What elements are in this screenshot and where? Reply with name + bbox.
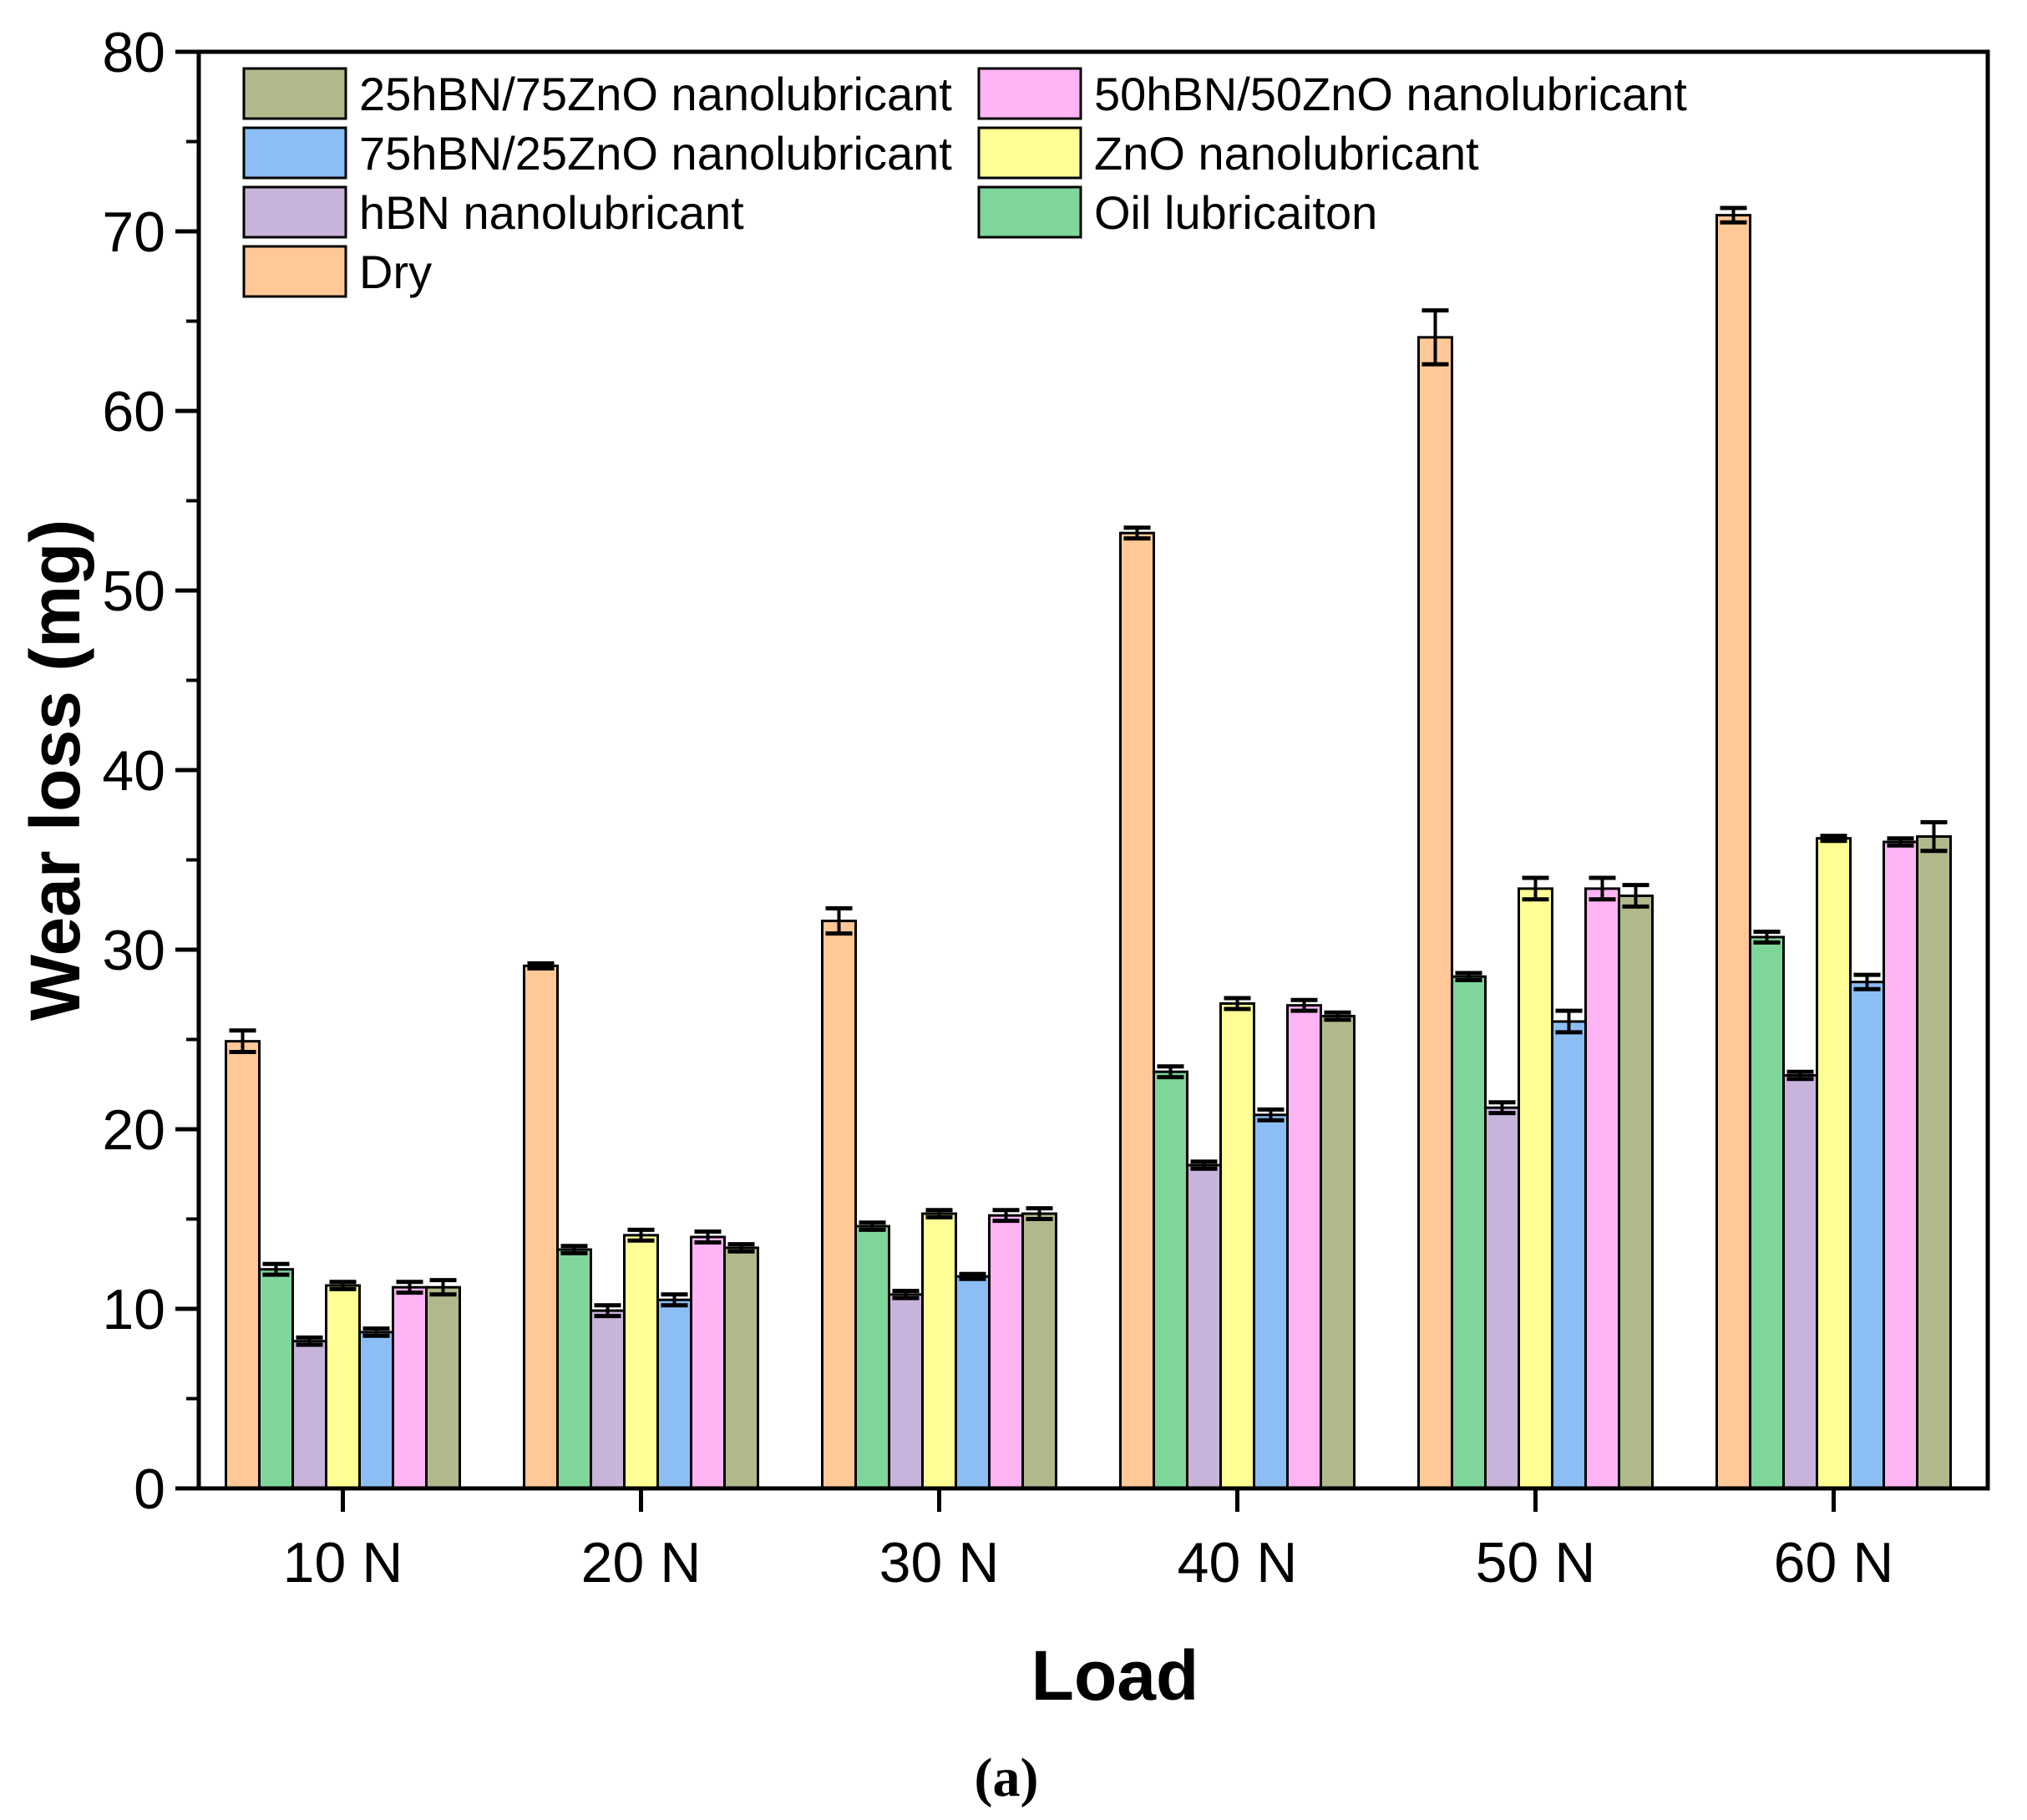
x-axis-ticks: 10 N 20 N 30 N 40 N 50 N 60 N bbox=[283, 1488, 1894, 1594]
bar bbox=[523, 964, 559, 1490]
bar bbox=[1253, 1113, 1289, 1490]
legend-swatch bbox=[977, 126, 1082, 180]
y-tick-label: 20 bbox=[102, 1098, 165, 1162]
bar bbox=[1782, 1074, 1818, 1490]
y-tick-label: 70 bbox=[102, 200, 165, 264]
bar bbox=[1021, 1212, 1057, 1490]
bar bbox=[1518, 887, 1553, 1490]
x-tick-label: 30 N bbox=[879, 1531, 1000, 1594]
bar bbox=[1119, 531, 1155, 1490]
bar bbox=[1286, 1004, 1322, 1490]
y-tick-label: 10 bbox=[102, 1278, 165, 1341]
bar bbox=[1816, 837, 1852, 1490]
bar bbox=[358, 1331, 394, 1490]
legend-swatch bbox=[977, 185, 1082, 239]
bar bbox=[690, 1235, 726, 1490]
legend-label: ZnO nanolubricant bbox=[1094, 127, 1479, 180]
bar bbox=[723, 1246, 759, 1490]
bar bbox=[955, 1275, 991, 1490]
bar bbox=[258, 1268, 294, 1490]
y-tick-label: 40 bbox=[102, 739, 165, 803]
bar bbox=[1451, 975, 1487, 1490]
x-tick-label: 40 N bbox=[1178, 1531, 1298, 1594]
x-tick-label: 50 N bbox=[1476, 1531, 1596, 1594]
legend-swatch bbox=[242, 185, 347, 239]
bar bbox=[1749, 935, 1785, 1490]
bar bbox=[821, 920, 857, 1490]
figure-caption: (a) bbox=[975, 1747, 1039, 1808]
y-tick-label: 30 bbox=[102, 919, 165, 982]
x-tick-label: 60 N bbox=[1774, 1531, 1894, 1594]
x-axis-title: Load bbox=[1031, 1636, 1199, 1715]
bar bbox=[425, 1285, 461, 1490]
bar bbox=[590, 1309, 626, 1490]
legend-swatch bbox=[242, 67, 347, 120]
bar bbox=[392, 1285, 428, 1490]
bar bbox=[1219, 1002, 1255, 1490]
legend-label: Oil lubricaiton bbox=[1094, 186, 1377, 239]
legend-swatch bbox=[242, 245, 347, 298]
plot-frame bbox=[196, 49, 1990, 1491]
bar bbox=[1849, 981, 1885, 1490]
bar bbox=[1916, 835, 1952, 1490]
bar bbox=[623, 1234, 659, 1490]
bar bbox=[1320, 1015, 1356, 1490]
x-tick-label: 20 N bbox=[581, 1531, 702, 1594]
legend-label: 25hBN/75ZnO nanolubricant bbox=[359, 68, 952, 120]
y-tick-label: 80 bbox=[102, 21, 165, 84]
bar bbox=[1584, 887, 1620, 1490]
bar bbox=[656, 1298, 692, 1490]
bar bbox=[1883, 840, 1918, 1490]
legend-swatch bbox=[242, 126, 347, 180]
legend-swatch bbox=[977, 67, 1082, 120]
bar bbox=[1484, 1106, 1520, 1490]
legend-label: hBN nanolubricant bbox=[359, 186, 744, 239]
legend: 25hBN/75ZnO nanolubricant 50hBN/50ZnO nan… bbox=[242, 67, 1687, 298]
y-axis-title: Wear loss (mg) bbox=[16, 520, 94, 1022]
bar bbox=[325, 1284, 361, 1490]
bars bbox=[225, 205, 1952, 1490]
y-axis-ticks: 0 10 20 30 40 50 60 70 80 bbox=[102, 21, 199, 1521]
y-tick-label: 60 bbox=[102, 380, 165, 444]
bar bbox=[921, 1212, 957, 1490]
bar bbox=[1153, 1070, 1188, 1490]
bar bbox=[1186, 1163, 1222, 1490]
bar bbox=[291, 1340, 327, 1490]
legend-label: 75hBN/25ZnO nanolubricant bbox=[359, 127, 952, 180]
legend-label: 50hBN/50ZnO nanolubricant bbox=[1094, 68, 1687, 120]
bar bbox=[988, 1214, 1024, 1490]
legend-label: Dry bbox=[359, 246, 432, 298]
x-tick-label: 10 N bbox=[283, 1531, 403, 1594]
bar bbox=[225, 1040, 261, 1490]
y-tick-label: 0 bbox=[134, 1458, 165, 1521]
bar bbox=[888, 1293, 924, 1490]
bar bbox=[1715, 214, 1751, 1490]
bar bbox=[1618, 895, 1654, 1490]
bar bbox=[556, 1248, 592, 1490]
bar bbox=[1417, 336, 1453, 1490]
bar bbox=[1551, 1020, 1587, 1490]
y-tick-label: 50 bbox=[102, 560, 165, 623]
bar bbox=[854, 1224, 890, 1490]
